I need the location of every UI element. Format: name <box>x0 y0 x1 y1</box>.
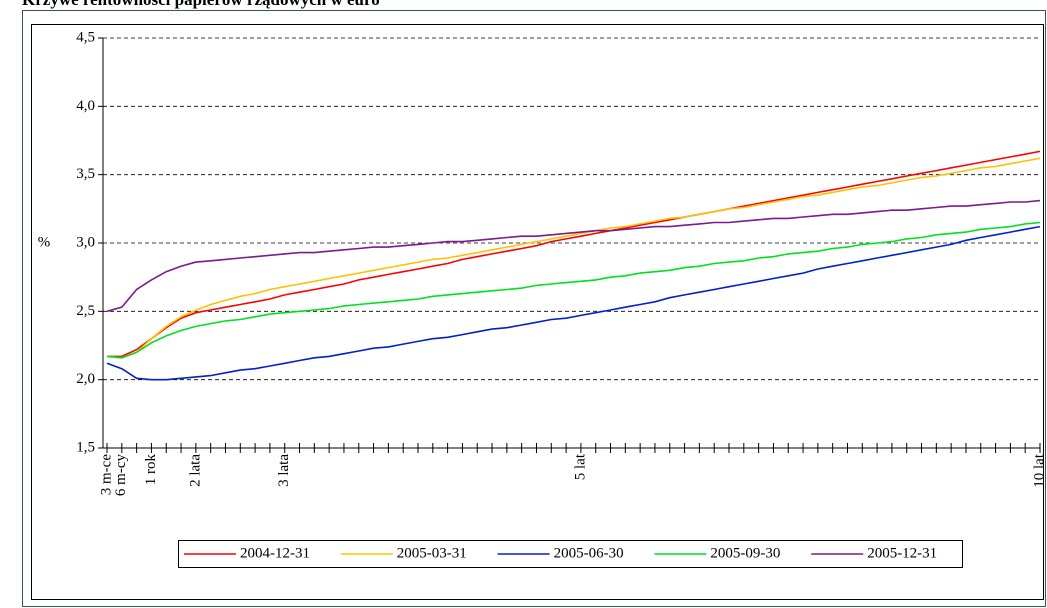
series-line <box>106 199 1041 313</box>
x-tick-label: 2 lata <box>187 454 203 487</box>
y-tick-label: 4,5 <box>76 29 95 45</box>
y-tick-label: 4,0 <box>76 98 95 114</box>
legend-label: 2005-03-31 <box>397 545 467 561</box>
x-tick-label: 3 m-ce <box>98 454 114 496</box>
y-tick-label: 3,5 <box>76 166 95 182</box>
y-tick-label: 1,5 <box>76 439 95 455</box>
x-tick-label: 10 lat <box>1031 453 1047 488</box>
series-line <box>106 225 1041 381</box>
series-line <box>107 150 1041 358</box>
y-tick-label: 3,0 <box>76 234 95 250</box>
chart-title: Krzywe rentowności papierów rządowych w … <box>22 0 380 9</box>
x-tick-label: 6 m-cy <box>113 454 129 497</box>
legend-label: 2005-06-30 <box>554 545 624 561</box>
chart-area <box>31 24 1044 600</box>
y-tick-label: 2,5 <box>76 303 95 319</box>
legend-label: 2005-12-31 <box>867 545 937 561</box>
y-axis-label: % <box>38 234 51 250</box>
legend-label: 2005-09-30 <box>710 545 780 561</box>
y-tick-label: 2,0 <box>76 371 95 387</box>
x-tick-label: 5 lat <box>572 453 588 480</box>
x-tick-label: 1 rok <box>143 454 159 486</box>
x-tick-label: 3 lata <box>276 454 292 487</box>
frame <box>22 10 1046 607</box>
legend-label: 2004-12-31 <box>240 545 310 561</box>
series-line <box>106 157 1041 359</box>
series-line <box>106 221 1041 359</box>
